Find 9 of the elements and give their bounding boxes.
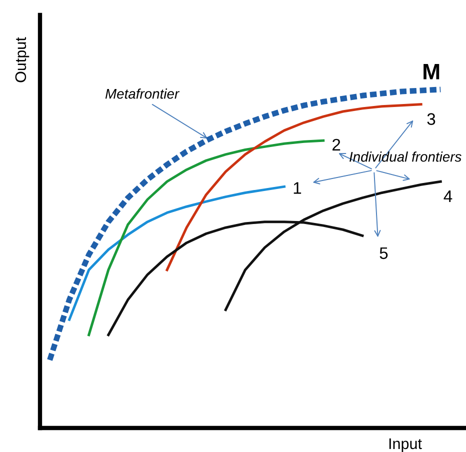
series-label: 2 <box>332 138 340 150</box>
series-label: 3 <box>427 113 436 125</box>
annotation: Metafrontier <box>105 88 180 99</box>
series-label: 1 <box>294 182 302 194</box>
y-axis-title: Output <box>15 37 30 82</box>
series-label: M <box>424 64 440 80</box>
x-axis-title: Input <box>389 438 422 452</box>
series-label: 4 <box>444 190 452 202</box>
series-label: 5 <box>380 247 388 260</box>
